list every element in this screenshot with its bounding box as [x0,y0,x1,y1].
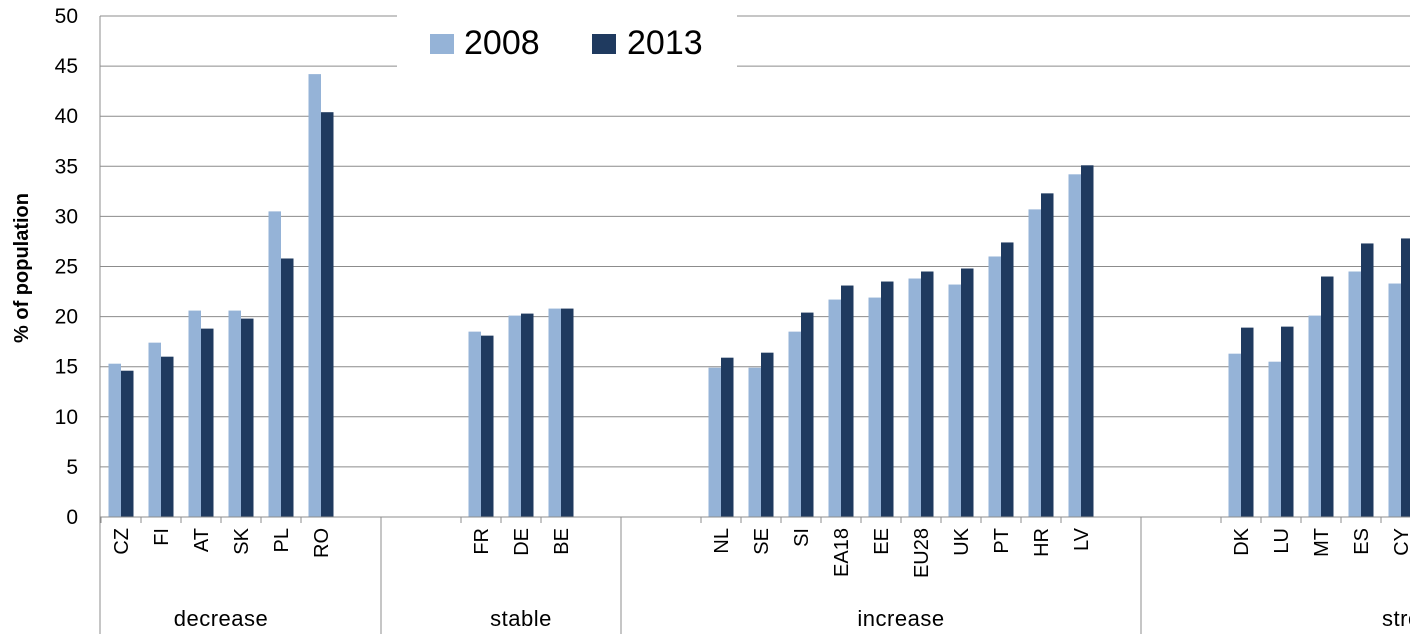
bar-2008-cy [1388,283,1401,517]
bar-2008-sk [228,310,241,517]
x-category-label: SI [791,528,813,547]
group-label-stable: stable [490,606,552,631]
x-category-label: EE [871,528,893,555]
bar-2013-ee [881,281,894,517]
group-label-strong-increase: strong increase [1382,606,1410,631]
bar-2013-mt [1321,276,1334,517]
x-category-label: MT [1311,528,1333,557]
bar-2013-fi [161,356,174,517]
bar-2013-cz [121,370,134,517]
x-category-label: UK [951,527,973,555]
x-category-label: DK [1231,527,1253,555]
bar-2008-nl [708,367,721,517]
bar-2008-es [1348,271,1361,517]
x-category-label: EA18 [831,528,853,577]
y-axis: 0 5 10 15 20 25 30 35 40 45 50 [55,5,101,634]
y-tick-label: 25 [55,256,78,279]
bar-2013-uk [961,268,974,517]
bar-2013-es [1361,243,1374,518]
bar-2008-lu [1268,361,1281,517]
bar-2008-fi [148,342,161,517]
bar-2013-cy [1401,238,1410,517]
bar-2008-mt [1308,315,1321,517]
bar-2013-nl [721,357,734,517]
bar-2008-at [188,310,201,517]
bar-2013-lv [1081,165,1094,517]
y-tick-label: 10 [55,406,78,429]
bar-2013-se [761,352,774,517]
legend-swatch-2008 [430,34,454,54]
bar-2013-si [801,312,814,517]
x-category-label: FI [151,528,173,546]
bar-2008-ro [308,74,321,517]
bar-2013-ea18 [841,285,854,517]
legend-label-2013: 2013 [627,24,703,62]
bar-2013-dk [1241,327,1254,517]
bar-2008-pl [268,211,281,517]
bar-2013-at [201,328,214,517]
bar-2013-de [521,313,534,517]
y-tick-label: 45 [55,55,78,78]
bar-2008-de [508,315,521,517]
bar-2013-sk [241,318,254,517]
bar-2008-be [548,308,561,517]
y-tick-label: 20 [55,306,78,329]
x-category-label: FR [471,528,493,555]
bar-2008-fr [468,331,481,517]
bar-2013-hr [1041,193,1054,517]
bar-2008-si [788,331,801,517]
group-label-decrease: decrease [174,606,269,631]
x-category-label: CZ [111,528,133,555]
x-axis: CZ FI AT SK PL RO decrease FR DE BE stable NL SE SI EA… [100,516,1410,634]
y-axis-title: % of population [11,193,33,343]
y-tick-label: 30 [55,205,78,228]
x-category-label: CY [1391,528,1410,556]
x-category-label: AT [191,528,213,552]
x-category-label: PL [271,528,293,552]
y-tick-label: 15 [55,356,78,379]
x-category-label: BE [551,528,573,555]
y-tick-label: 50 [55,5,78,28]
bar-2008-se [748,367,761,517]
bar-2013-be [561,308,574,517]
y-tick-label: 40 [55,105,78,128]
legend: 2008 2013 [397,8,737,72]
x-category-label: PT [991,528,1013,554]
y-tick-label: 0 [66,506,78,529]
x-category-label: SK [231,527,253,554]
x-category-label: RO [311,528,333,558]
x-category-label: ES [1351,528,1373,555]
bars [108,74,1410,518]
bar-2008-eu28 [908,278,921,517]
x-category-label: HR [1031,528,1053,557]
bar-2013-lu [1281,326,1294,517]
bar-2008-cz [108,363,121,517]
x-category-label: DE [511,528,533,556]
y-tick-label: 35 [55,155,78,178]
group-label-increase: increase [857,606,944,631]
legend-swatch-2013 [592,34,616,54]
bar-2008-uk [948,284,961,517]
x-category-label: SE [751,528,773,555]
bar-2008-dk [1228,353,1241,517]
bar-2013-pt [1001,242,1014,517]
bar-2008-lv [1068,174,1081,518]
x-category-label: LV [1071,527,1093,551]
x-category-label: LU [1271,528,1293,554]
x-category-label: EU28 [911,528,933,578]
y-tick-label: 5 [66,456,78,479]
bar-2008-ee [868,297,881,517]
bar-2008-ea18 [828,299,841,517]
bar-2013-eu28 [921,271,934,517]
bar-2008-pt [988,256,1001,517]
x-category-label: NL [711,528,733,554]
bar-2013-pl [281,258,294,517]
bar-2008-hr [1028,209,1041,518]
bar-2013-fr [481,335,494,517]
bar-2013-ro [321,112,334,517]
legend-label-2008: 2008 [464,24,540,62]
